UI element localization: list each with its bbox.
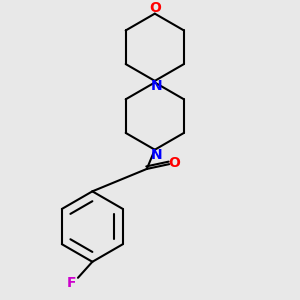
Text: N: N — [151, 79, 162, 93]
Text: O: O — [169, 155, 181, 170]
Text: O: O — [149, 1, 161, 15]
Text: N: N — [151, 148, 162, 161]
Text: F: F — [67, 276, 76, 289]
